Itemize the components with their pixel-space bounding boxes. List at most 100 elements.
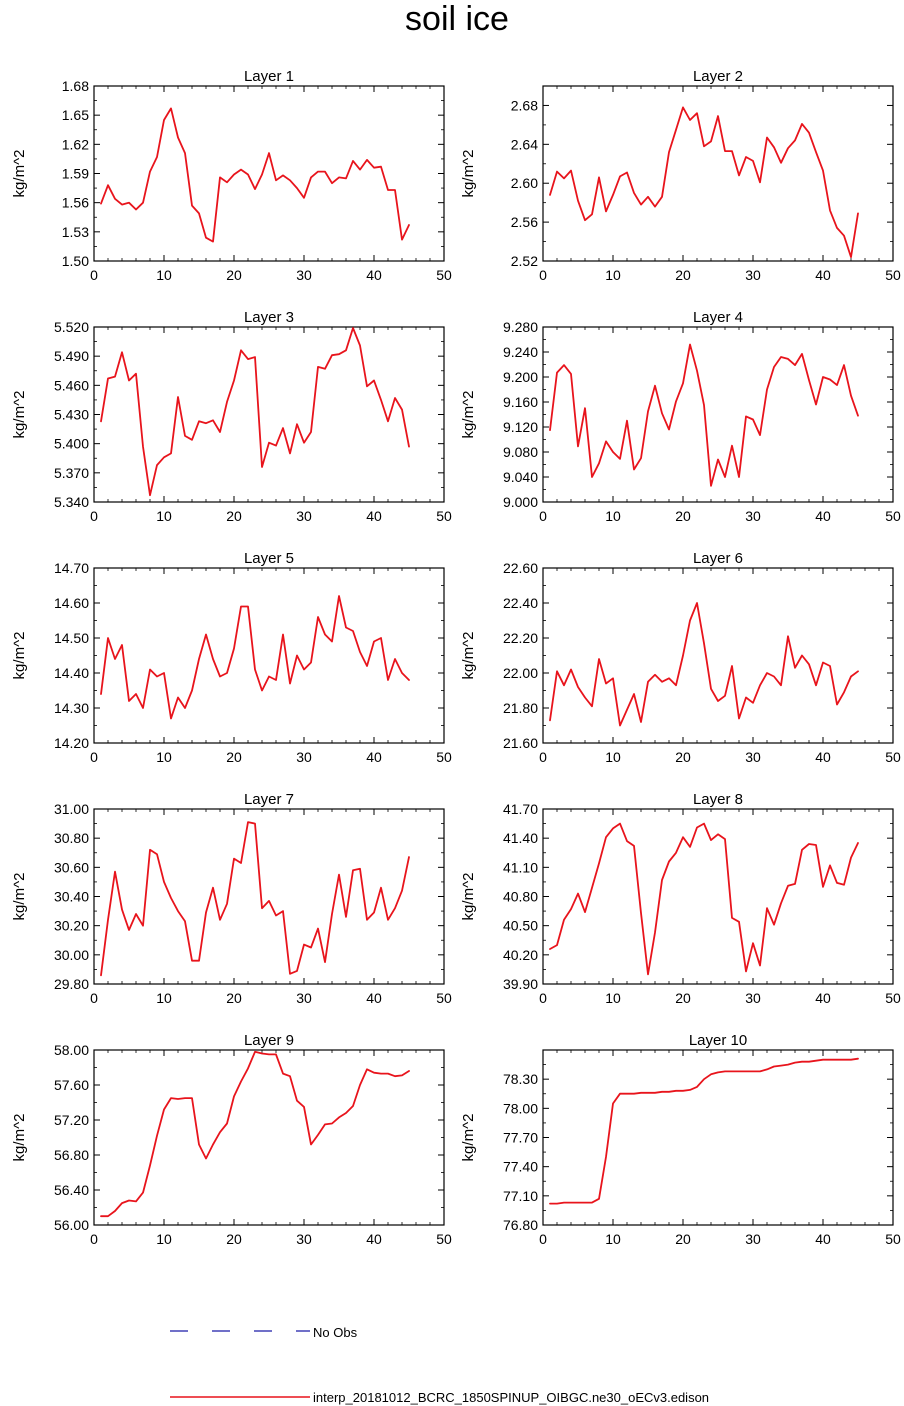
panel-4: Layer 4 kg/m^2 0 10 20 30 40 50 9.000 9.040 9.080 9… [460,309,901,524]
y-tick-label: 14.60 [54,595,89,611]
x-tick-label: 50 [436,990,452,1006]
x-tick-label: 0 [539,267,547,283]
x-tick-label: 50 [885,749,901,765]
x-tick-label: 50 [885,508,901,524]
x-tick-label: 40 [366,1231,382,1247]
y-tick-label: 58.00 [54,1042,89,1058]
y-tick-label: 1.62 [62,136,89,152]
series-line [100,107,410,243]
y-tick-label: 1.68 [62,78,89,94]
legend: No Obs interp_20181012_BCRC_1850SPINUP_O… [170,1325,709,1405]
x-tick-label: 20 [675,267,691,283]
x-tick-label: 30 [296,267,312,283]
y-tick-label: 57.60 [54,1077,89,1093]
y-tick-label: 9.040 [503,469,538,485]
x-tick-label: 40 [366,267,382,283]
y-tick-label: 1.53 [62,224,89,240]
x-tick-label: 0 [539,1231,547,1247]
plot-frame [542,326,894,503]
x-tick-label: 0 [90,508,98,524]
y-tick-label: 9.160 [503,394,538,410]
x-tick-label: 10 [156,990,172,1006]
y-tick-label: 30.80 [54,830,89,846]
y-axis-label: kg/m^2 [11,632,28,680]
y-axis-label: kg/m^2 [460,632,477,680]
y-tick-label: 56.80 [54,1147,89,1163]
y-tick-label: 30.20 [54,918,89,934]
y-axis-label: kg/m^2 [460,150,477,198]
plot-frame [542,1049,894,1226]
y-tick-label: 39.90 [503,976,538,992]
x-tick-label: 40 [815,749,831,765]
x-tick-label: 50 [436,1231,452,1247]
y-axis-label: kg/m^2 [460,1114,477,1162]
y-axis-label: kg/m^2 [460,873,477,921]
y-tick-label: 78.00 [503,1100,538,1116]
panel-title: Layer 6 [693,550,743,567]
x-tick-label: 40 [366,508,382,524]
x-tick-label: 30 [296,749,312,765]
x-tick-label: 30 [745,267,761,283]
y-tick-label: 41.40 [503,830,538,846]
series-line [549,822,859,976]
x-tick-label: 40 [815,508,831,524]
x-tick-label: 50 [436,508,452,524]
y-tick-label: 22.60 [503,560,538,576]
main-title: soil ice [405,0,509,38]
y-tick-label: 40.50 [503,918,538,934]
panel-1: Layer 1 kg/m^2 0 10 20 30 40 50 1.50 1.53 1.56 1.59… [11,68,452,283]
y-axis-label: kg/m^2 [11,1114,28,1162]
y-tick-label: 57.20 [54,1112,89,1128]
y-tick-label: 1.56 [62,195,89,211]
y-tick-label: 77.10 [503,1188,538,1204]
y-tick-label: 9.120 [503,419,538,435]
x-tick-label: 30 [296,1231,312,1247]
plot-frame [93,567,445,744]
y-tick-label: 14.70 [54,560,89,576]
x-tick-label: 50 [885,990,901,1006]
y-tick-label: 2.64 [511,136,538,152]
x-tick-label: 50 [885,267,901,283]
y-tick-label: 9.240 [503,344,538,360]
x-tick-label: 30 [296,508,312,524]
y-tick-label: 56.40 [54,1182,89,1198]
y-tick-label: 2.68 [511,97,538,113]
plot-frame [542,85,894,262]
y-tick-label: 1.50 [62,253,89,269]
series-line [549,602,859,727]
y-tick-label: 29.80 [54,976,89,992]
y-tick-label: 22.40 [503,595,538,611]
x-tick-label: 30 [745,990,761,1006]
x-tick-label: 0 [90,267,98,283]
panel-9: Layer 9 kg/m^2 0 10 20 30 40 50 56.00 56.40 56.80 5… [11,1032,452,1247]
x-tick-label: 20 [226,749,242,765]
y-tick-label: 30.40 [54,889,89,905]
y-tick-label: 9.200 [503,369,538,385]
panels-group: Layer 1 kg/m^2 0 10 20 30 40 50 1.50 1.53 1.56 1.59… [11,68,901,1247]
x-tick-label: 0 [90,749,98,765]
x-tick-label: 40 [366,749,382,765]
y-tick-label: 14.50 [54,630,89,646]
x-tick-label: 20 [226,508,242,524]
panel-5: Layer 5 kg/m^2 0 10 20 30 40 50 14.20 14.30 14.40 1… [11,550,452,765]
panel-10: Layer 10 kg/m^2 0 10 20 30 40 50 76.80 77.10 77.40… [460,1032,901,1247]
x-tick-label: 20 [675,508,691,524]
y-tick-label: 40.80 [503,889,538,905]
y-tick-label: 1.59 [62,166,89,182]
x-tick-label: 20 [226,990,242,1006]
y-axis-label: kg/m^2 [460,391,477,439]
y-tick-label: 5.340 [54,494,89,510]
plot-frame [93,85,445,262]
panel-title: Layer 10 [689,1032,747,1049]
x-tick-label: 10 [605,1231,621,1247]
legend-obs-label: No Obs [313,1325,358,1340]
y-tick-label: 2.60 [511,175,538,191]
y-tick-label: 14.20 [54,735,89,751]
x-tick-label: 30 [296,990,312,1006]
x-tick-label: 20 [675,749,691,765]
x-tick-label: 0 [539,749,547,765]
series-line [100,595,410,720]
y-tick-label: 5.460 [54,377,89,393]
x-tick-label: 10 [605,508,621,524]
x-tick-label: 0 [539,508,547,524]
